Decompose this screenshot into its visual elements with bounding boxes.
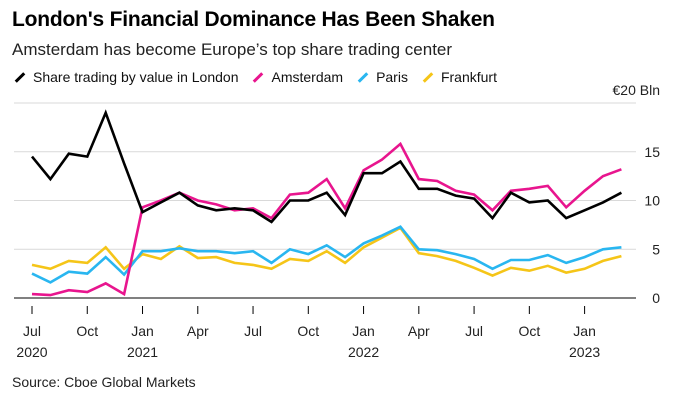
x-tick-label: Jul [465,323,483,339]
legend-label-amsterdam: Amsterdam [271,69,344,85]
series-line-amsterdam [31,141,622,297]
x-tick-label: Oct [297,323,319,339]
legend-label-london: Share trading by value in London [33,69,239,85]
x-tick-label: Jan [352,323,375,339]
chart-subtitle: Amsterdam has become Europe’s top share … [12,40,453,59]
x-year-label: 2020 [16,344,47,360]
x-year-label: 2023 [569,344,600,360]
legend-item-frankfurt: Frankfurt [420,69,497,85]
y-tick-label: 0 [652,290,660,306]
y-tick-label: 15 [644,144,660,160]
legend-item-paris: Paris [355,69,408,85]
x-tick-label: Jul [23,323,41,339]
legend-label-frankfurt: Frankfurt [440,69,497,85]
x-tick-label: Jul [244,323,262,339]
x-tick-label: Oct [76,323,98,339]
y-unit-label: €20 Bln [613,82,660,98]
series-line-london [30,109,623,224]
legend-label-paris: Paris [376,69,408,85]
legend-item-amsterdam: Amsterdam [250,69,343,85]
x-tick-label: Jan [573,323,596,339]
x-tick-label: Apr [187,323,209,339]
legend: Share trading by value in London Amsterd… [12,69,509,85]
chart-title: London's Financial Dominance Has Been Sh… [12,8,495,31]
x-year-label: 2021 [127,344,158,360]
x-tick-label: Apr [408,323,430,339]
x-tick-label: Jan [131,323,154,339]
series-line-paris [31,225,622,284]
x-year-label: 2022 [348,344,379,360]
y-tick-label: 10 [644,193,660,209]
source-note: Source: Cboe Global Markets [12,374,196,390]
series-line-frankfurt [31,226,622,278]
legend-item-london: Share trading by value in London [12,69,238,85]
y-tick-label: 5 [652,241,660,257]
x-tick-label: Oct [518,323,540,339]
